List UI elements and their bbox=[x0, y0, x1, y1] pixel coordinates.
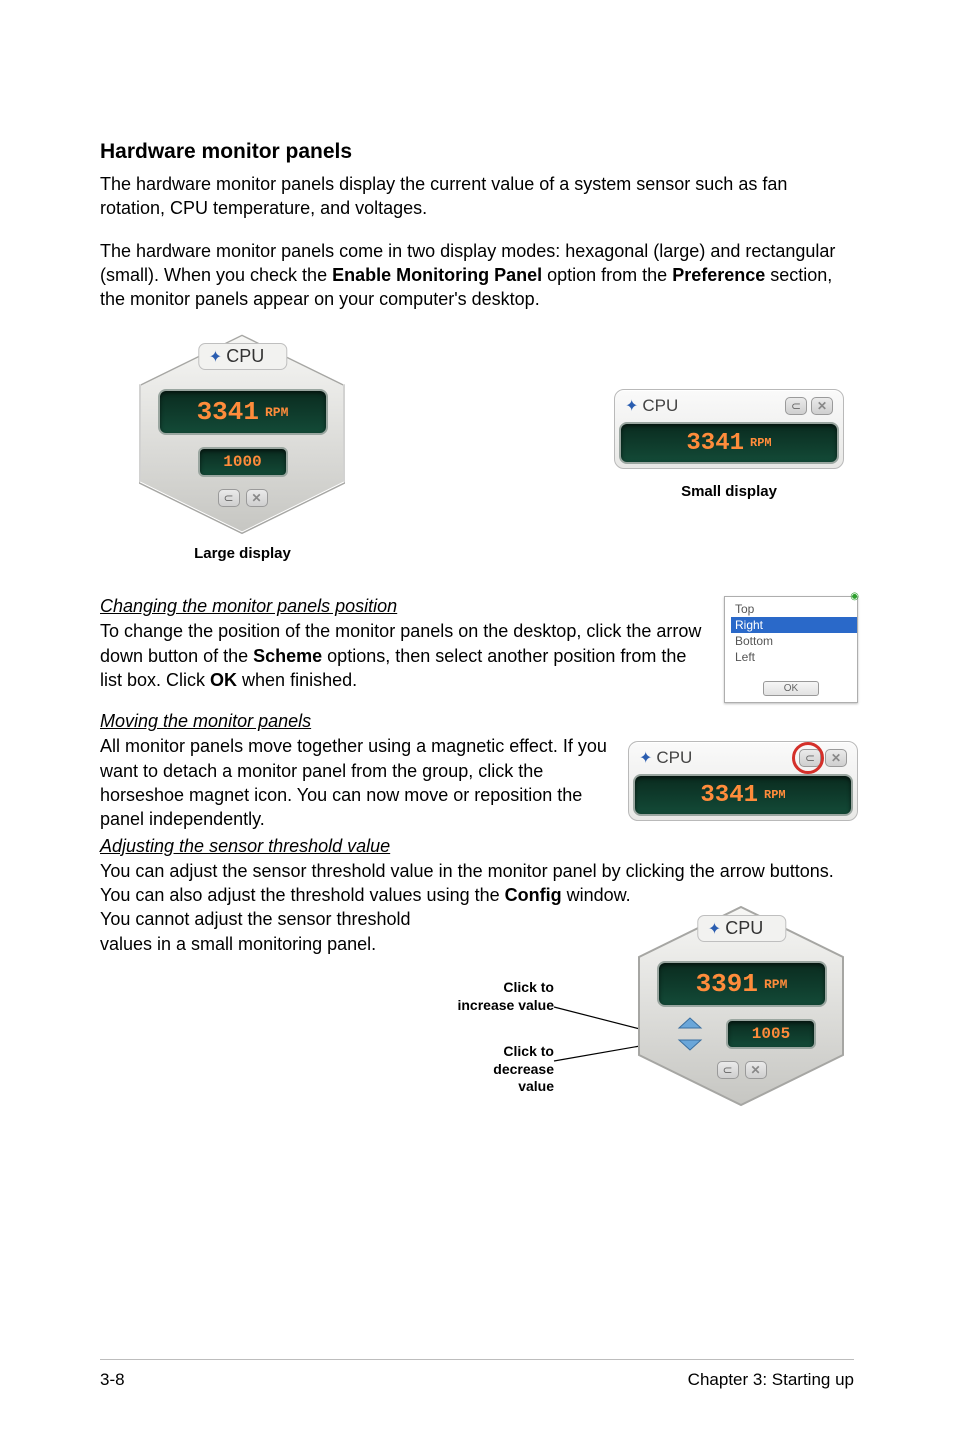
rect-unit: RPM bbox=[750, 436, 772, 450]
footer-page-number: 3-8 bbox=[100, 1370, 125, 1390]
hex-lcd-threshold: 1005 bbox=[726, 1019, 816, 1049]
scheme-item-bottom[interactable]: Bottom bbox=[731, 633, 857, 649]
corner-icon: ◉ bbox=[850, 591, 859, 602]
hex-lcd-main: 3391 RPM bbox=[657, 961, 827, 1007]
magnet-icon[interactable]: ⊂ bbox=[799, 749, 821, 767]
magnet-icon[interactable]: ⊂ bbox=[717, 1061, 739, 1079]
preference-label: Preference bbox=[672, 265, 765, 285]
s3-a: You can adjust the sensor threshold valu… bbox=[100, 861, 834, 905]
threshold-illustration: You cannot adjust the sensor threshold v… bbox=[100, 901, 854, 1131]
s1-c: when finished. bbox=[237, 670, 357, 690]
pin-icon: ✦ bbox=[708, 919, 721, 939]
scheme-item-left[interactable]: Left bbox=[731, 649, 857, 665]
rect-lcd: 3341 RPM bbox=[619, 422, 839, 464]
close-icon[interactable]: ✕ bbox=[246, 489, 268, 507]
hex-main-unit: RPM bbox=[265, 405, 288, 420]
footer-chapter: Chapter 3: Starting up bbox=[688, 1370, 854, 1390]
hex-lcd-main: 3341 RPM bbox=[158, 389, 328, 435]
hex-header-pill[interactable]: ✦ CPU bbox=[697, 915, 786, 942]
ok-label: OK bbox=[210, 670, 237, 690]
close-icon[interactable]: ✕ bbox=[825, 749, 847, 767]
page-footer: 3-8 Chapter 3: Starting up bbox=[100, 1359, 854, 1390]
hex-header-label: CPU bbox=[725, 918, 763, 939]
rect-lcd: 3341 RPM bbox=[633, 774, 853, 816]
intro-para-2: The hardware monitor panels come in two … bbox=[100, 239, 854, 312]
rect-header-label: CPU bbox=[642, 396, 678, 416]
scheme-item-top[interactable]: Top bbox=[731, 601, 857, 617]
pin-icon: ✦ bbox=[639, 748, 652, 768]
hex-header-label: CPU bbox=[226, 346, 264, 367]
scheme-list: Top Right Bottom Left bbox=[725, 597, 857, 675]
moving-panels-heading: Moving the monitor panels bbox=[100, 711, 854, 732]
threshold-arrows[interactable] bbox=[675, 1014, 705, 1054]
intro-para-1: The hardware monitor panels display the … bbox=[100, 172, 854, 221]
magnet-icon[interactable]: ⊂ bbox=[785, 397, 807, 415]
small-display-caption: Small display bbox=[614, 483, 844, 500]
rect-value: 3341 bbox=[686, 430, 744, 457]
hex-main-value: 3341 bbox=[197, 397, 259, 427]
pin-icon: ✦ bbox=[209, 347, 222, 367]
hex-lcd-threshold: 1000 bbox=[198, 447, 288, 477]
scheme-listbox[interactable]: ◉ Top Right Bottom Left OK bbox=[724, 596, 858, 703]
hex-main-unit: RPM bbox=[764, 977, 787, 992]
threshold-text-2: You cannot adjust the sensor threshold v… bbox=[100, 907, 430, 956]
threshold-hex-widget: ✦ CPU 3391 RPM 1005 ⊂ ✕ bbox=[629, 901, 854, 1111]
magnet-icon[interactable]: ⊂ bbox=[218, 489, 240, 507]
small-rect-widget-highlighted: ✦ CPU ⊂ ✕ 3341 RPM bbox=[628, 741, 858, 821]
scheme-label: Scheme bbox=[253, 646, 322, 666]
increase-label: Click toincrease value bbox=[434, 979, 554, 1014]
hardware-monitor-heading: Hardware monitor panels bbox=[100, 140, 854, 164]
large-display-caption: Large display bbox=[130, 545, 355, 562]
scheme-item-right[interactable]: Right bbox=[731, 617, 857, 633]
hex-header-pill[interactable]: ✦ CPU bbox=[198, 343, 287, 370]
rect-value: 3341 bbox=[700, 782, 758, 809]
rect-unit: RPM bbox=[764, 788, 786, 802]
decrease-label: Click todecreasevalue bbox=[434, 1043, 554, 1096]
small-rect-widget: ✦ CPU ⊂ ✕ 3341 RPM bbox=[614, 389, 844, 469]
scheme-ok-button[interactable]: OK bbox=[763, 681, 819, 696]
intro2-b: option from the bbox=[542, 265, 672, 285]
threshold-text-1: You can adjust the sensor threshold valu… bbox=[100, 859, 854, 908]
pin-icon: ✦ bbox=[625, 396, 638, 416]
display-examples-row: ✦ CPU 3341 RPM 1000 ⊂ ✕ Large display bbox=[100, 329, 854, 562]
enable-monitoring-panel-label: Enable Monitoring Panel bbox=[332, 265, 542, 285]
rect-header-label: CPU bbox=[656, 748, 692, 768]
large-hex-widget: ✦ CPU 3341 RPM 1000 ⊂ ✕ bbox=[130, 329, 355, 539]
close-icon[interactable]: ✕ bbox=[745, 1061, 767, 1079]
close-icon[interactable]: ✕ bbox=[811, 397, 833, 415]
threshold-heading: Adjusting the sensor threshold value bbox=[100, 836, 854, 857]
hex-main-value: 3391 bbox=[696, 969, 758, 999]
highlight-circle bbox=[792, 742, 824, 774]
